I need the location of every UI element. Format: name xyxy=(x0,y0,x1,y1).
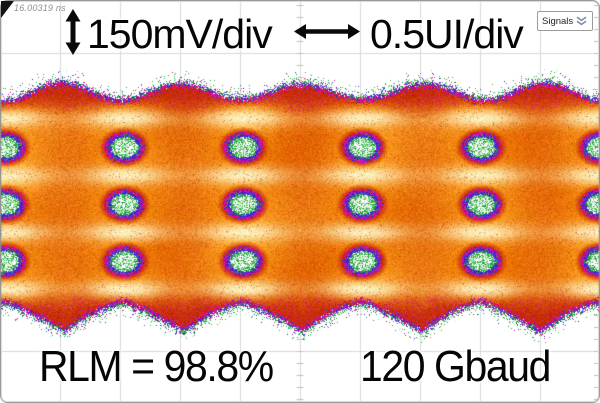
vertical-scale-label: 150mV/div xyxy=(87,11,273,57)
horizontal-scale-label: 0.5UI/div xyxy=(370,11,524,57)
baud-rate-label: 120 Gbaud xyxy=(360,342,551,391)
signals-button-label: Signals xyxy=(542,15,574,27)
chevron-down-icon xyxy=(576,16,587,26)
corner-marker-icon xyxy=(1,1,14,18)
rlm-measurement-label: RLM = 98.8% xyxy=(39,342,274,391)
vertical-scale-arrow-icon xyxy=(65,9,81,55)
signals-button[interactable]: Signals xyxy=(537,11,593,31)
timestamp-label: 16.00319 ns xyxy=(14,3,66,13)
horizontal-scale-arrow-icon xyxy=(294,24,360,39)
